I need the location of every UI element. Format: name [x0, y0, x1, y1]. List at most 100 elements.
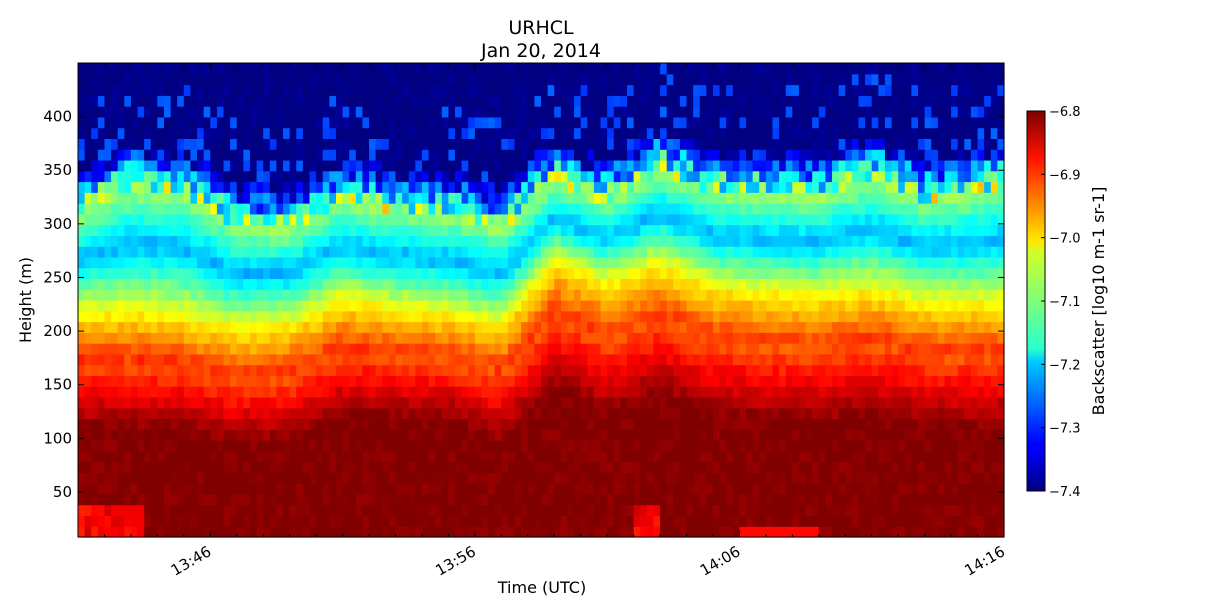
heatmap-cell: [157, 246, 165, 258]
heatmap-cell: [818, 450, 827, 463]
heatmap-cell: [369, 278, 377, 290]
heatmap-cell: [501, 418, 509, 430]
heatmap-cell: [421, 418, 430, 430]
heatmap-cell: [355, 332, 364, 344]
heatmap-cell: [362, 159, 370, 172]
heatmap-cell: [461, 493, 469, 506]
heatmap-cell: [501, 127, 509, 140]
heatmap-cell: [772, 343, 780, 355]
heatmap-cell: [600, 106, 608, 118]
heatmap-cell: [805, 278, 813, 290]
heatmap-cell: [111, 472, 119, 484]
heatmap-cell: [269, 493, 278, 506]
heatmap-cell: [600, 504, 608, 517]
heatmap-cell: [805, 116, 813, 129]
heatmap-cell: [567, 364, 575, 377]
heatmap-cell: [448, 192, 456, 204]
heatmap-cell: [124, 159, 132, 172]
heatmap-cell: [699, 386, 707, 398]
heatmap-cell: [435, 461, 443, 473]
heatmap-cell: [355, 213, 364, 226]
heatmap-cell: [693, 332, 701, 344]
heatmap-cell: [342, 106, 350, 118]
heatmap-cell: [157, 429, 165, 441]
heatmap-cell: [421, 192, 430, 204]
heatmap-cell: [640, 450, 648, 463]
heatmap-cell: [818, 246, 827, 258]
heatmap-cell: [111, 450, 119, 463]
heatmap-cell: [355, 256, 364, 269]
heatmap-cell: [580, 526, 588, 538]
heatmap-cell: [355, 138, 364, 150]
heatmap-cell: [130, 278, 139, 290]
heatmap-cell: [712, 159, 721, 172]
heatmap-cell: [646, 63, 655, 75]
heatmap-cell: [640, 321, 648, 333]
heatmap-cell: [355, 396, 364, 409]
heatmap-cell: [197, 224, 205, 236]
heatmap-cell: [507, 472, 516, 484]
heatmap-cell: [302, 63, 311, 75]
heatmap-cell: [402, 63, 410, 75]
heatmap-cell: [798, 450, 807, 463]
heatmap-cell: [765, 429, 774, 441]
heatmap-cell: [355, 159, 364, 172]
heatmap-cell: [256, 450, 264, 463]
heatmap-cell: [785, 116, 793, 129]
heatmap-cell: [488, 364, 496, 377]
heatmap-cell: [593, 73, 602, 86]
heatmap-cell: [706, 407, 714, 420]
heatmap-cell: [230, 364, 238, 377]
heatmap-cell: [190, 353, 198, 366]
heatmap-cell: [640, 332, 648, 344]
heatmap-cell: [752, 106, 760, 118]
heatmap-cell: [256, 149, 264, 161]
heatmap-cell: [144, 203, 152, 215]
heatmap-cell: [613, 159, 621, 172]
heatmap-cell: [276, 515, 284, 527]
heatmap-cell: [157, 256, 165, 269]
heatmap-cell: [223, 450, 231, 463]
heatmap-cell: [309, 526, 317, 538]
heatmap-cell: [289, 159, 297, 172]
heatmap-cell: [785, 149, 793, 161]
heatmap-cell: [567, 116, 575, 129]
heatmap-cell: [256, 483, 264, 495]
heatmap-cell: [560, 515, 569, 527]
heatmap-cell: [408, 504, 416, 517]
heatmap-cell: [223, 246, 231, 258]
heatmap-cell: [117, 159, 125, 172]
heatmap-cell: [686, 73, 694, 86]
heatmap-cell: [249, 429, 258, 441]
heatmap-cell: [263, 213, 271, 226]
heatmap-cell: [78, 63, 86, 75]
heatmap-cell: [276, 321, 284, 333]
heatmap-cell: [712, 472, 721, 484]
heatmap-cell: [289, 386, 297, 398]
heatmap-cell: [660, 300, 668, 312]
heatmap-cell: [183, 149, 192, 161]
heatmap-cell: [144, 407, 152, 420]
heatmap-cell: [190, 429, 198, 441]
heatmap-cell: [653, 321, 661, 333]
heatmap-cell: [84, 504, 92, 517]
heatmap-cell: [673, 256, 681, 269]
heatmap-cell: [468, 192, 476, 204]
heatmap-cell: [388, 300, 397, 312]
heatmap-cell: [779, 504, 787, 517]
heatmap-cell: [468, 235, 476, 247]
heatmap-cell: [494, 149, 502, 161]
heatmap-cell: [481, 493, 489, 506]
heatmap-cell: [362, 429, 370, 441]
heatmap-cell: [640, 396, 648, 409]
heatmap-cell: [785, 504, 793, 517]
heatmap-cell: [329, 472, 337, 484]
heatmap-cell: [719, 300, 727, 312]
heatmap-cell: [693, 256, 701, 269]
heatmap-cell: [660, 159, 668, 172]
heatmap-cell: [501, 138, 509, 150]
heatmap-cell: [481, 106, 489, 118]
heatmap-cell: [177, 106, 185, 118]
heatmap-cell: [78, 429, 86, 441]
heatmap-cell: [97, 138, 106, 150]
